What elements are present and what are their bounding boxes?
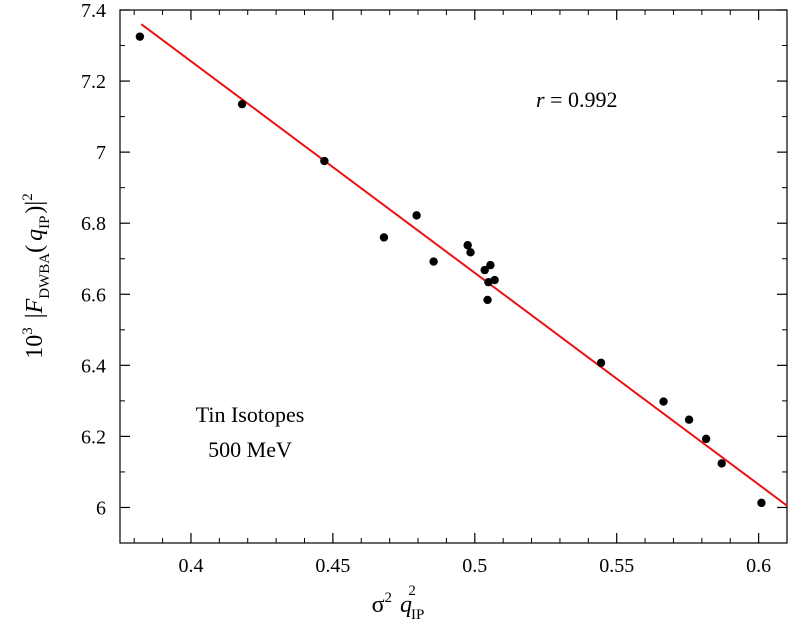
data-point: [483, 295, 492, 305]
plot-frame: [119, 9, 788, 544]
y-tick-label: 7.4: [81, 0, 106, 22]
x-axis-title: σ2 qIP2: [372, 583, 425, 623]
data-point: [684, 415, 694, 424]
y-axis-title: 103|FDWBA(qIP)|2: [20, 193, 53, 358]
data-point: [596, 358, 606, 368]
y-tick-label: 6.8: [81, 213, 106, 235]
y-tick-label: 6: [96, 497, 106, 519]
data-point: [717, 459, 726, 468]
data-point: [412, 211, 421, 220]
x-tick-label: 0.6: [746, 555, 771, 577]
x-tick-labels: 0.4 0.45 0.5 0.55 0.6: [178, 555, 771, 577]
x-tick-label: 0.4: [178, 555, 203, 577]
data-point: [237, 99, 247, 109]
data-points: [135, 32, 766, 508]
y-tick-label: 6.4: [81, 355, 106, 377]
r-symbol: r: [536, 87, 545, 112]
y-tick-labels: 6 6.2 6.4 6.6 6.8 7 7.2 7.4: [81, 0, 106, 519]
data-point: [480, 265, 489, 275]
y-tick-label: 6.6: [81, 284, 106, 306]
data-point: [486, 260, 495, 270]
data-point: [320, 156, 329, 166]
x-tick-label: 0.5: [462, 555, 487, 577]
x-tick-label: 0.45: [315, 555, 350, 577]
dataset-label-line1: Tin Isotopes: [196, 402, 305, 427]
r-value: = 0.992: [545, 87, 618, 112]
data-point: [463, 241, 472, 250]
dataset-label-line2: 500 MeV: [208, 437, 292, 462]
data-point: [135, 32, 145, 41]
fit-line: [140, 23, 788, 507]
correlation-annotation: r = 0.992: [536, 87, 617, 112]
data-point: [659, 397, 668, 406]
data-point: [701, 434, 711, 444]
y-tick-label: 7: [96, 142, 106, 164]
axis-ticks: [120, 9, 788, 544]
data-point: [429, 257, 438, 266]
data-point: [379, 233, 389, 242]
data-point: [466, 248, 475, 257]
data-point: [490, 275, 499, 285]
x-tick-label: 0.55: [599, 555, 634, 577]
y-tick-label: 6.2: [81, 426, 106, 448]
y-tick-label: 7.2: [81, 71, 106, 93]
data-point: [757, 498, 766, 508]
